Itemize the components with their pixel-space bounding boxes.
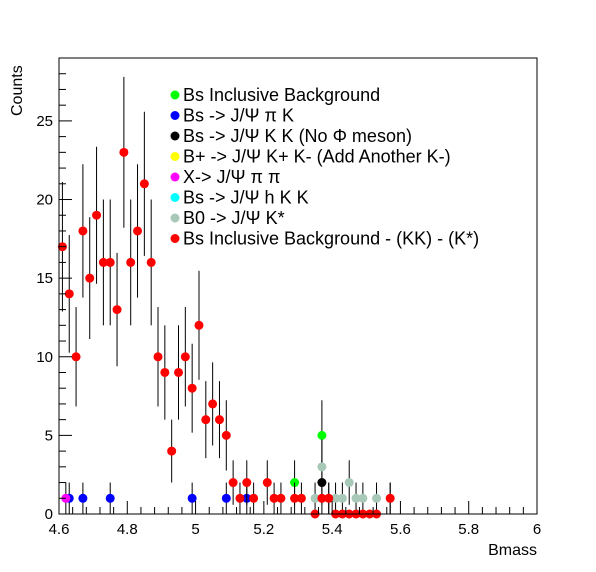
data-point (317, 493, 327, 503)
legend-marker (170, 90, 180, 100)
data-point (208, 399, 218, 409)
legend-entry-label: Bs Inclusive Background - (KK) - (K*) (183, 229, 479, 249)
data-point (180, 352, 190, 362)
x-tick-label: 5.6 (390, 521, 411, 538)
y-tick-label: 10 (36, 349, 53, 366)
data-point (98, 257, 108, 267)
data-point (235, 493, 245, 503)
data-point (201, 415, 211, 425)
data-point (119, 147, 129, 157)
data-point (317, 462, 327, 472)
data-point (78, 493, 88, 503)
data-point (71, 352, 81, 362)
x-tick-label: 5.4 (322, 521, 343, 538)
legend-marker (170, 234, 180, 243)
data-point (296, 493, 306, 503)
data-point (344, 478, 354, 488)
y-tick-label: 25 (36, 113, 53, 130)
data-point (351, 493, 361, 503)
data-point (105, 257, 115, 267)
y-tick-label: 5 (45, 427, 53, 444)
data-point (331, 493, 341, 503)
data-point (160, 367, 170, 377)
data-point (262, 478, 272, 488)
data-point (126, 257, 136, 267)
y-tick-label: 0 (45, 506, 53, 523)
data-point (310, 493, 320, 503)
plot-frame (58, 57, 538, 515)
x-tick-label: 5.2 (253, 521, 274, 538)
legend-marker (170, 172, 180, 182)
legend-entry-label: X-> J/Ψ π π (183, 167, 280, 187)
data-point (214, 415, 224, 425)
data-point (269, 493, 279, 503)
y-tick-label: 20 (36, 192, 53, 209)
data-point (372, 493, 382, 503)
data-point (92, 210, 102, 220)
axes: 4.6 4.8 5 5.2 5.4 5.6 5.8 6 0 5 10 15 20 25 (36, 57, 541, 538)
y-axis-title: Counts (9, 65, 26, 116)
data-point (153, 352, 163, 362)
data-point (174, 367, 183, 377)
plot-area (57, 76, 395, 519)
data-point (139, 179, 149, 189)
x-tick-label: 5.8 (458, 521, 479, 538)
data-point (290, 493, 300, 503)
x-tick-label: 4.6 (49, 521, 70, 538)
legend-entry-label: Bs -> J/Ψ π K (183, 106, 294, 126)
legend-entry-label: Bs -> J/Ψ h K K (183, 188, 309, 208)
data-point (385, 493, 395, 503)
data-point (194, 320, 204, 330)
legend-marker (170, 213, 180, 223)
data-point (358, 493, 368, 503)
data-point (242, 478, 252, 488)
data-point (64, 289, 74, 299)
legend-marker (170, 131, 180, 141)
data-point (317, 430, 327, 440)
legend-marker (170, 111, 180, 120)
x-tick-label: 5 (191, 521, 199, 538)
legend-entry-label: B+ -> J/Ψ K+ K- (Add Another K-) (183, 147, 451, 167)
data-point (221, 430, 231, 440)
data-point (249, 493, 259, 503)
legend-entry-label: B0 -> J/Ψ K* (183, 208, 285, 228)
legend-marker (170, 193, 180, 202)
data-point (105, 493, 115, 503)
data-point (85, 273, 95, 283)
legend-entry-label: Bs Inclusive Background (183, 85, 380, 105)
data-point (187, 493, 197, 503)
legend-marker (170, 152, 180, 161)
data-point (187, 383, 197, 393)
data-point (276, 493, 286, 503)
y-tick-label: 15 (36, 270, 53, 287)
x-tick-label: 6 (533, 521, 541, 538)
data-point (221, 493, 231, 503)
data-point (112, 305, 122, 315)
x-axis-title: Bmass (488, 542, 537, 559)
x-tick-label: 4.8 (117, 521, 138, 538)
legend-entry-label: Bs -> J/Ψ K K (No Φ meson) (183, 126, 412, 146)
data-point (146, 257, 156, 267)
data-point (228, 478, 238, 488)
series-group (57, 76, 395, 519)
data-point (324, 493, 334, 503)
data-point (78, 226, 88, 236)
data-point (167, 446, 177, 456)
data-point (337, 493, 347, 503)
data-point (133, 226, 143, 236)
